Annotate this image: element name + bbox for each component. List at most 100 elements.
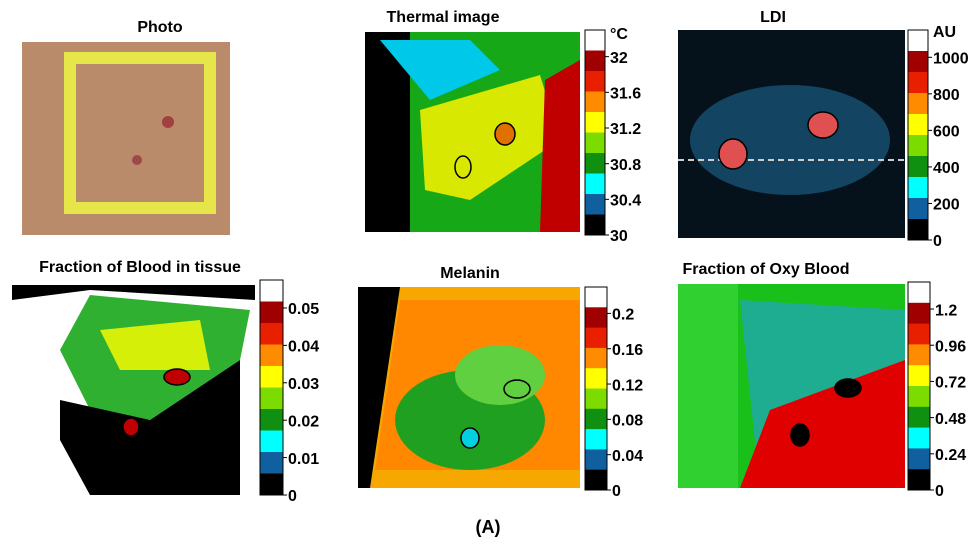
colorbar-segment <box>908 135 928 157</box>
colorbar-segment <box>260 409 283 431</box>
colorbar-segment <box>260 366 283 388</box>
colorbar-segment <box>585 409 607 430</box>
colorbar-tick-label: 32 <box>610 50 628 67</box>
panel-title: Melanin <box>440 265 500 282</box>
colorbar-segment <box>908 448 930 469</box>
panel-title: Photo <box>137 19 183 36</box>
colorbar-segment <box>908 365 930 386</box>
colorbar-segment <box>908 344 930 365</box>
colorbar-segment <box>908 386 930 407</box>
colorbar-segment <box>585 287 607 308</box>
colorbar-tick-label: 0 <box>933 233 942 250</box>
colorbar-segment <box>585 307 607 328</box>
figure: (A) PhotoThermal image3231.631.230.830.4… <box>0 0 979 546</box>
colorbar-segment <box>585 389 607 410</box>
colorbar-segment <box>585 429 607 450</box>
colorbar-tick-label: 1.2 <box>935 302 957 319</box>
colorbar-segment <box>908 428 930 449</box>
colorbar-segment <box>908 177 928 199</box>
colorbar-segment <box>908 198 928 220</box>
colorbar-tick-label: 0.04 <box>288 339 319 356</box>
colorbar-segment <box>585 328 607 349</box>
colorbar-segment <box>260 302 283 324</box>
colorbar-tick-label: 0.04 <box>612 448 643 465</box>
panel: Fraction of Oxy Blood1.20.960.720.480.24… <box>678 261 966 500</box>
panel: Fraction of Blood in tissue0.050.040.030… <box>12 259 319 505</box>
panel-title: Fraction of Oxy Blood <box>682 261 849 278</box>
colorbar-segment <box>260 280 283 302</box>
colorbar-tick-label: 0.16 <box>612 342 643 359</box>
roi <box>461 428 479 448</box>
colorbar-tick-label: 0.12 <box>612 377 643 394</box>
colorbar-tick-label: 0.24 <box>935 447 966 464</box>
colorbar-tick-label: 31.2 <box>610 121 641 138</box>
colorbar-segment <box>908 324 930 345</box>
colorbar-segment <box>260 345 283 367</box>
colorbar-segment <box>585 368 607 389</box>
panel: Melanin 0.2 0.16 0.12 0.08 0.04 0 <box>358 265 643 500</box>
colorbar-segment <box>908 114 928 136</box>
colorbar-unit: AU <box>933 24 956 41</box>
roi <box>123 418 139 436</box>
region <box>455 345 545 405</box>
colorbar-tick-label: 31.6 <box>610 86 641 103</box>
region <box>540 60 580 232</box>
colorbar-segment <box>908 51 928 73</box>
image <box>678 30 905 238</box>
colorbar-segment <box>585 92 605 113</box>
colorbar-segment <box>260 452 283 474</box>
colorbar-tick-label: 0.03 <box>288 376 319 393</box>
colorbar-segment <box>908 30 928 52</box>
panel-title: Thermal image <box>387 9 500 26</box>
colorbar-segment <box>908 469 930 490</box>
colorbar-segment <box>908 72 928 94</box>
roi <box>808 112 838 138</box>
panel-title: LDI <box>760 9 786 26</box>
colorbar-tick-label: 30 <box>610 228 628 245</box>
colorbar-unit: °C <box>610 26 628 43</box>
colorbar-tick-label: 0 <box>935 483 944 500</box>
colorbar-tick-label: 0.2 <box>612 307 634 324</box>
roi <box>164 369 190 385</box>
colorbar-segment <box>585 112 605 133</box>
colorbar-segment <box>908 303 930 324</box>
roi <box>719 139 747 169</box>
colorbar-segment <box>908 282 930 303</box>
lesion <box>162 116 174 128</box>
colorbar-tick-label: 0.96 <box>935 338 966 355</box>
colorbar-tick-label: 400 <box>933 160 960 177</box>
colorbar-tick-label: 1000 <box>933 51 969 68</box>
colorbar-tick-label: 0 <box>288 488 297 505</box>
colorbar-tick-label: 0.01 <box>288 451 319 468</box>
colorbar-segment <box>260 431 283 453</box>
colorbar-tick-label: 800 <box>933 87 960 104</box>
image <box>678 284 905 488</box>
colorbar-segment <box>585 194 605 215</box>
colorbar-segment <box>585 71 605 92</box>
colorbar-segment <box>260 474 283 496</box>
panel: Photo <box>22 19 230 235</box>
colorbar-tick-label: 0.05 <box>288 301 319 318</box>
colorbar-tick-label: 0.72 <box>935 375 966 392</box>
colorbar-segment <box>585 470 607 491</box>
image <box>358 287 580 488</box>
colorbar-segment <box>585 30 605 51</box>
colorbar-segment <box>908 407 930 428</box>
image <box>12 285 255 495</box>
colorbar-tick-label: 200 <box>933 197 960 214</box>
region <box>678 284 738 488</box>
colorbar-tick-label: 0.02 <box>288 413 319 430</box>
colorbar-tick-label: 0.08 <box>612 413 643 430</box>
colorbar-segment <box>585 449 607 470</box>
colorbar-segment <box>260 388 283 410</box>
colorbar-segment <box>585 215 605 236</box>
colorbar-tick-label: 30.8 <box>610 157 641 174</box>
colorbar-segment <box>908 219 928 241</box>
roi <box>495 123 515 145</box>
colorbar-tick-label: 0 <box>612 483 621 500</box>
roi <box>791 424 809 446</box>
colorbar-segment <box>908 156 928 178</box>
colorbar-segment <box>585 133 605 154</box>
colorbar-tick-label: 30.4 <box>610 193 641 210</box>
